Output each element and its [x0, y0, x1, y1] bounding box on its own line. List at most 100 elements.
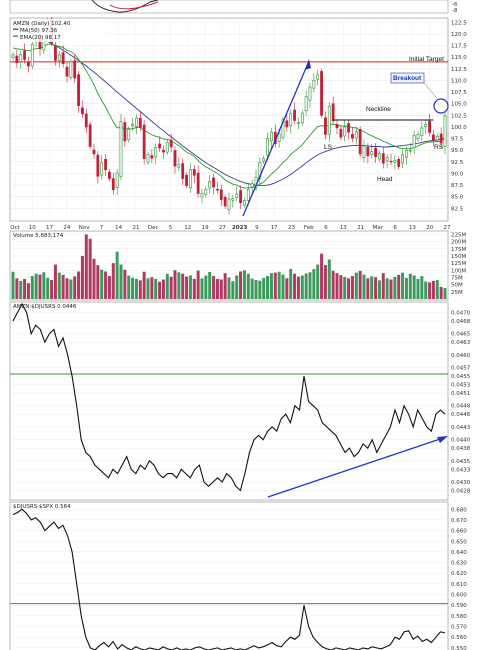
candle: [320, 68, 323, 119]
candle: [146, 151, 150, 165]
candle: [285, 114, 289, 133]
price-y-tick: 110.0: [451, 78, 467, 84]
candle: [432, 129, 435, 147]
ratio2-y-tick: 0.550: [451, 646, 467, 650]
x-tick-label: 7: [100, 225, 104, 231]
candle-body: [212, 177, 215, 188]
candle-body: [351, 134, 354, 139]
ls-label: LS: [324, 144, 333, 151]
volume-bar: [335, 273, 339, 299]
candle-body: [204, 189, 208, 195]
candle-body: [293, 109, 296, 121]
volume-bar: [169, 276, 173, 299]
volume-y-tick: 75M: [451, 275, 463, 281]
ratio1-y-tick: 0.0430: [451, 480, 471, 486]
candle: [73, 54, 77, 84]
price-y-tick: 105.0: [451, 102, 467, 108]
volume-bar: [397, 274, 401, 299]
volume-bar: [300, 275, 304, 299]
volume-bar: [404, 278, 408, 299]
volume-bar: [443, 288, 447, 299]
candle: [127, 126, 131, 143]
candle: [19, 50, 23, 70]
candle-body: [374, 147, 377, 158]
ratio1-y-tick: 0.0470: [451, 310, 471, 316]
candle-body: [435, 135, 439, 141]
ratio-panel-amzn-djusrs: 0.0428 0.0430 0.0433 0.0435 0.0438 0.0440 0.04…: [9, 301, 471, 501]
candle-body: [104, 159, 107, 171]
ratio2-y-tick: 0.670: [451, 518, 467, 524]
x-tick-label: 21: [132, 225, 139, 231]
candle-body: [366, 146, 370, 157]
candle: [208, 175, 212, 194]
volume-bar: [19, 280, 23, 299]
candle-body: [343, 126, 347, 137]
candle-body: [100, 162, 104, 176]
candle-body: [177, 164, 181, 168]
volume-bar: [192, 278, 196, 299]
candle: [243, 197, 246, 208]
ma50-path: [12, 24, 446, 187]
head-label: Head: [377, 176, 393, 183]
volume-bar: [327, 259, 331, 299]
x-tick-label: 27: [444, 225, 451, 231]
candle-body: [165, 142, 169, 153]
breakout-circle: [422, 81, 449, 114]
volume-bar: [50, 280, 54, 299]
volume-bar: [88, 238, 92, 299]
volume-bar: [362, 274, 366, 299]
candle-body: [412, 135, 416, 149]
volume-bar: [354, 272, 358, 299]
volume-bar: [100, 269, 104, 299]
ratio-panel-djusrs-spx: 0.550 0.560 0.570 0.580 0.590 0.600 0.610 0.620…: [9, 501, 467, 650]
ratio1-y-tick: 0.0463: [451, 340, 471, 346]
candle: [339, 126, 343, 140]
volume-bar: [127, 275, 131, 299]
candle-body: [239, 190, 242, 204]
candle-body: [11, 54, 15, 58]
volume-bar: [123, 269, 127, 299]
volume-bar: [331, 270, 335, 299]
volume-bar: [131, 277, 135, 299]
ratio2-y-ticks: 0.550 0.560 0.570 0.580 0.590 0.600 0.610 0.620…: [451, 507, 467, 650]
x-tick-label: 12: [184, 225, 191, 231]
candle-body: [150, 155, 154, 159]
price-title: AMZN (Daily) 102.40: [13, 21, 71, 27]
volume-title: Volume 5,683,174: [13, 233, 64, 239]
volume-bar: [428, 282, 432, 299]
ratio1-y-tick: 0.0453: [451, 383, 471, 389]
volume-bar: [246, 273, 250, 299]
candle-body: [331, 103, 335, 122]
volume-bar: [185, 276, 189, 299]
candle-body: [385, 157, 389, 162]
ratio1-y-tick: 0.0438: [451, 446, 471, 452]
candle: [219, 184, 223, 206]
ratio2-y-tick: 0.650: [451, 539, 467, 545]
candle-body: [119, 121, 123, 177]
trend-arrow-up: [242, 59, 311, 217]
candle: [343, 120, 347, 142]
legend-ema20: EMA(20) 98.17: [20, 35, 61, 41]
x-tick-label: 27: [219, 225, 226, 231]
candle: [131, 117, 134, 131]
candle-body: [277, 133, 281, 142]
candle-body: [420, 127, 424, 136]
volume-bar: [347, 278, 351, 299]
candle: [428, 113, 431, 137]
candle: [439, 127, 443, 149]
candle-body: [281, 119, 285, 138]
x-tick-label: 17: [271, 225, 278, 231]
candle: [165, 139, 169, 155]
x-tick-label: 5: [169, 225, 173, 231]
candle-body: [73, 60, 77, 79]
candle-body: [266, 138, 269, 156]
volume-bar: [273, 272, 277, 299]
candle-body: [347, 123, 350, 133]
volume-bar: [80, 255, 84, 299]
breakout-label: Breakout: [393, 75, 422, 82]
volume-bar: [281, 274, 285, 299]
candle: [300, 110, 304, 126]
candle: [123, 117, 127, 148]
candle: [100, 155, 104, 180]
volume-bar: [92, 258, 96, 299]
